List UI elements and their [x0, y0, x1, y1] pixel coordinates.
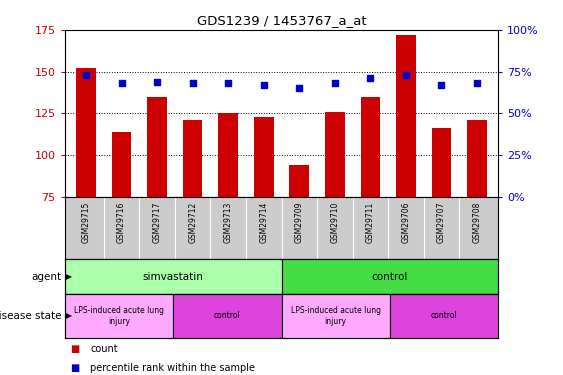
Bar [289, 165, 309, 197]
Bar [432, 129, 451, 197]
Bar [282, 259, 498, 294]
Text: control: control [214, 311, 241, 320]
Text: percentile rank within the sample: percentile rank within the sample [90, 363, 255, 373]
Point [117, 80, 126, 86]
Point [437, 82, 446, 88]
Bar [65, 259, 282, 294]
Text: ■: ■ [70, 363, 79, 373]
Text: GSM29711: GSM29711 [366, 202, 375, 243]
Point [153, 79, 162, 85]
Bar [218, 113, 238, 197]
Text: simvastatin: simvastatin [142, 272, 204, 282]
Text: GSM29708: GSM29708 [472, 202, 481, 243]
Text: GSM29712: GSM29712 [188, 202, 197, 243]
Bar [396, 35, 415, 197]
Text: GSM29706: GSM29706 [401, 202, 410, 243]
Point [295, 86, 304, 92]
Title: GDS1239 / 1453767_a_at: GDS1239 / 1453767_a_at [196, 15, 367, 27]
Text: GSM29707: GSM29707 [437, 202, 446, 243]
Text: agent: agent [32, 272, 62, 282]
Text: GSM29716: GSM29716 [117, 202, 126, 243]
Point [224, 80, 233, 86]
Text: ▶: ▶ [63, 311, 72, 320]
Point [82, 72, 91, 78]
Point [330, 80, 339, 86]
Text: LPS-induced acute lung
injury: LPS-induced acute lung injury [291, 306, 381, 326]
Bar [390, 294, 498, 338]
Text: LPS-induced acute lung
injury: LPS-induced acute lung injury [74, 306, 164, 326]
Text: GSM29715: GSM29715 [82, 202, 91, 243]
Point [259, 82, 268, 88]
Text: GSM29713: GSM29713 [224, 202, 233, 243]
Text: disease state: disease state [0, 311, 62, 321]
Text: GSM29710: GSM29710 [330, 202, 339, 243]
Text: control: control [431, 311, 458, 320]
Text: ▶: ▶ [63, 272, 72, 281]
Bar [467, 120, 486, 197]
Point [366, 75, 375, 81]
Bar [254, 117, 274, 197]
Bar [112, 132, 131, 197]
Text: GSM29709: GSM29709 [295, 202, 304, 243]
Point [401, 72, 410, 78]
Bar [77, 68, 96, 197]
Bar [282, 294, 390, 338]
Bar [360, 97, 380, 197]
Bar [173, 294, 282, 338]
Text: count: count [90, 344, 118, 354]
Text: GSM29714: GSM29714 [259, 202, 268, 243]
Text: control: control [372, 272, 408, 282]
Text: ■: ■ [70, 344, 79, 354]
Bar [325, 112, 345, 197]
Bar [65, 294, 173, 338]
Bar [148, 97, 167, 197]
Bar [183, 120, 203, 197]
Point [472, 80, 481, 86]
Text: GSM29717: GSM29717 [153, 202, 162, 243]
Point [188, 80, 197, 86]
